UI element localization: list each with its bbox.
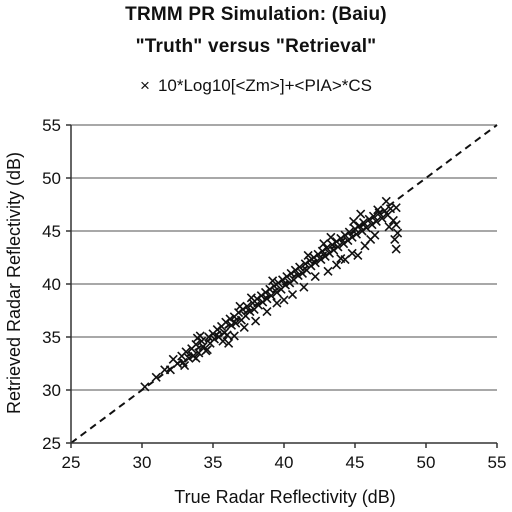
chart-title-line-2: "Truth" versus "Retrieval" xyxy=(135,36,377,57)
data-point xyxy=(287,290,298,300)
data-point xyxy=(279,295,289,305)
data-point xyxy=(368,211,379,221)
data-point xyxy=(231,318,241,328)
tick-labels: 25 30 35 40 45 50 55 25 30 35 40 45 50 55 xyxy=(42,116,506,472)
data-point xyxy=(242,301,252,311)
data-point xyxy=(239,322,249,333)
data-point xyxy=(353,250,363,260)
data-point xyxy=(391,203,401,213)
data-point xyxy=(262,306,272,317)
y-tick-label: 45 xyxy=(42,222,61,241)
data-point xyxy=(295,262,305,272)
data-point xyxy=(191,353,201,363)
data-point xyxy=(192,333,202,343)
y-tick-label: 25 xyxy=(42,434,61,453)
data-point xyxy=(377,213,387,223)
y-tick-label: 35 xyxy=(42,328,61,347)
legend-label: 10*Log10[<Zm>]+<PIA>*CS xyxy=(157,76,372,95)
data-point xyxy=(181,347,191,357)
data-point xyxy=(388,215,398,225)
data-point xyxy=(351,229,361,239)
data-point xyxy=(251,316,261,326)
data-point xyxy=(165,365,175,375)
data-point xyxy=(235,301,245,311)
data-point xyxy=(194,348,204,358)
data-point xyxy=(360,241,370,251)
y-tick-label: 50 xyxy=(42,169,61,188)
data-point xyxy=(373,205,383,215)
gridlines xyxy=(71,124,497,391)
data-point xyxy=(356,209,366,219)
data-point xyxy=(358,217,369,228)
data-point xyxy=(371,216,381,227)
data-point xyxy=(391,220,401,230)
data-point xyxy=(202,345,212,355)
data-point xyxy=(266,291,276,301)
data-point xyxy=(303,250,313,260)
data-point xyxy=(336,253,346,264)
data-point xyxy=(319,239,329,249)
data-point xyxy=(384,222,394,232)
legend-marker-icon: × xyxy=(140,76,150,95)
data-point xyxy=(268,276,278,286)
data-point xyxy=(218,336,228,346)
x-tick-label: 35 xyxy=(204,453,223,472)
x-axis-label: True Radar Reflectivity (dB) xyxy=(174,487,395,507)
data-point xyxy=(347,248,357,258)
data-point xyxy=(393,228,403,238)
data-point xyxy=(331,260,342,270)
data-point xyxy=(349,216,359,227)
chart-title-line-1: TRMM PR Simulation: (Baiu) xyxy=(125,4,387,25)
data-point xyxy=(390,234,400,245)
data-point xyxy=(224,338,234,348)
data-point xyxy=(326,232,336,242)
y-tick-label: 55 xyxy=(42,116,61,135)
data-point xyxy=(229,331,239,341)
data-point xyxy=(391,244,401,254)
data-point xyxy=(246,293,256,303)
data-point xyxy=(381,196,391,206)
data-point xyxy=(310,258,320,268)
data-point xyxy=(322,243,332,253)
data-point xyxy=(310,272,320,282)
data-point xyxy=(299,282,309,292)
data-point xyxy=(333,242,343,252)
data-point xyxy=(361,223,371,233)
data-point xyxy=(178,357,188,368)
data-point xyxy=(380,206,390,216)
data-point xyxy=(151,372,161,382)
y-axis-label: Retrieved Radar Reflectivity (dB) xyxy=(4,152,24,414)
data-point xyxy=(272,298,282,308)
data-point xyxy=(140,382,150,392)
data-point xyxy=(344,227,354,237)
data-points xyxy=(140,196,403,392)
y-tick-label: 40 xyxy=(42,275,61,294)
x-tick-label: 50 xyxy=(417,453,436,472)
data-point xyxy=(222,330,232,340)
x-tick-label: 25 xyxy=(62,453,81,472)
x-tick-label: 55 xyxy=(488,453,507,472)
data-point xyxy=(323,266,333,276)
axes xyxy=(66,124,498,448)
data-point xyxy=(370,230,380,240)
legend: × 10*Log10[<Zm>]+<PIA>*CS xyxy=(0,76,512,96)
y-tick-label: 30 xyxy=(42,381,61,400)
x-tick-label: 45 xyxy=(346,453,365,472)
x-tick-label: 30 xyxy=(133,453,152,472)
x-tick-label: 40 xyxy=(275,453,294,472)
